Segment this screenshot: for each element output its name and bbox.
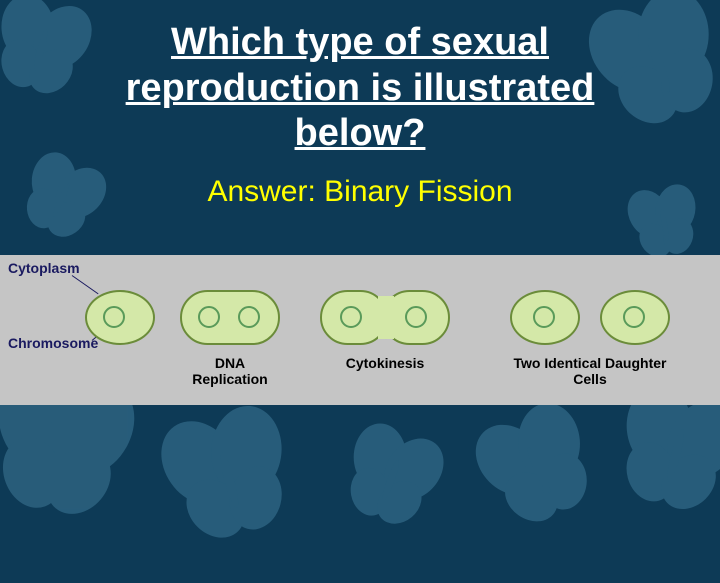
chromosome-stage3b: [405, 306, 427, 328]
chromosome-stage2a: [198, 306, 220, 328]
butterfly-icon: [0, 0, 114, 128]
butterfly-icon: [446, 377, 634, 568]
chromosome-stage3a: [340, 306, 362, 328]
slide-answer: Answer: Binary Fission: [110, 175, 610, 209]
slide-title: Which type of sexual reproduction is ill…: [110, 20, 610, 157]
chromosome-stage1: [103, 306, 125, 328]
butterfly-icon: [312, 403, 468, 562]
label-cytoplasm: Cytoplasm: [8, 260, 80, 276]
stage-label-dna: DNA Replication: [180, 355, 280, 387]
chromosome-stage4b: [623, 306, 645, 328]
stage-label-cytokinesis: Cytokinesis: [325, 355, 445, 371]
butterfly-icon: [0, 134, 128, 271]
label-chromosome: Chromosome: [8, 335, 98, 351]
butterfly-icon: [131, 382, 328, 583]
cell-stage2: [180, 290, 280, 345]
chromosome-stage2b: [238, 306, 260, 328]
chromosome-stage4a: [533, 306, 555, 328]
stage-label-daughter: Two Identical Daughter Cells: [510, 355, 670, 387]
